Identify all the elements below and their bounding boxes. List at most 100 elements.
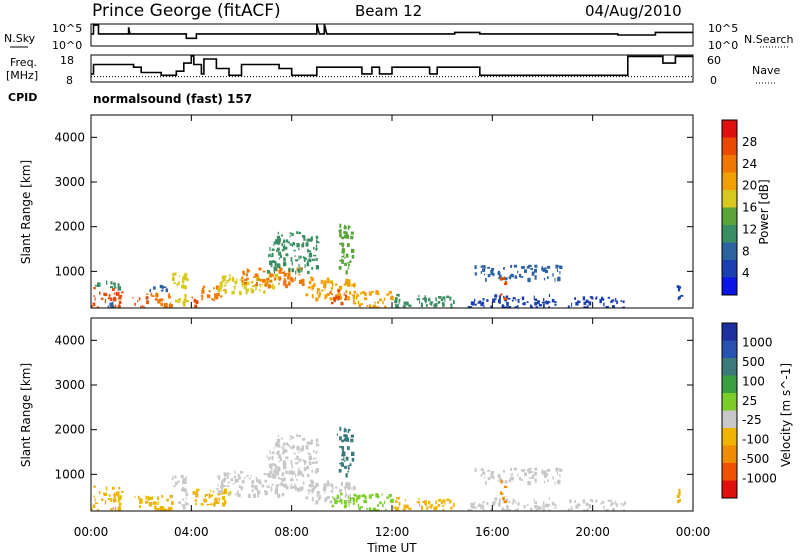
- data-cell: [259, 278, 261, 282]
- data-cell: [483, 265, 486, 270]
- data-cell: [294, 483, 296, 487]
- data-cell: [261, 484, 265, 488]
- data-cell: [291, 471, 295, 476]
- data-cell: [280, 482, 283, 486]
- data-cell: [339, 287, 342, 291]
- data-cell: [244, 278, 248, 281]
- data-cell: [510, 467, 513, 471]
- data-cell: [449, 296, 452, 300]
- data-cell: [185, 300, 189, 303]
- data-cell: [274, 273, 278, 278]
- data-cell: [368, 291, 372, 296]
- data-cell: [287, 241, 290, 244]
- data-cell: [184, 276, 188, 281]
- data-cell: [510, 274, 513, 277]
- data-cell: [264, 491, 268, 496]
- data-cell: [227, 472, 229, 476]
- data-cell: [298, 255, 300, 260]
- data-cell: [248, 270, 251, 272]
- data-cell: [347, 282, 351, 287]
- data-cell: [588, 504, 592, 509]
- data-cell: [270, 255, 273, 258]
- data-cell: [241, 281, 245, 286]
- data-cell: [262, 270, 266, 273]
- data-cell: [315, 247, 318, 250]
- data-cell: [254, 485, 258, 490]
- data-cell: [467, 508, 470, 511]
- data-block: [676, 488, 681, 504]
- data-cell: [107, 498, 110, 501]
- data-cell: [574, 297, 576, 300]
- data-cell: [356, 498, 358, 503]
- data-cell: [195, 493, 199, 498]
- data-cell: [182, 504, 186, 507]
- data-cell: [269, 465, 271, 468]
- data-cell: [101, 297, 104, 300]
- data-cell: [312, 285, 315, 288]
- data-cell: [494, 501, 497, 504]
- data-cell: [217, 292, 220, 297]
- data-cell: [541, 301, 546, 304]
- data-cell: [241, 284, 243, 288]
- data-cell: [315, 484, 317, 488]
- data-cell: [217, 475, 219, 478]
- data-cell: [324, 500, 327, 503]
- data-cell: [300, 486, 304, 491]
- data-cell: [145, 500, 148, 504]
- data-cell: [231, 290, 235, 295]
- data-block: [171, 272, 189, 307]
- data-cell: [582, 296, 586, 301]
- data-cell: [484, 476, 486, 479]
- data-cell: [113, 507, 115, 510]
- data-cell: [311, 267, 314, 270]
- data-cell: [292, 242, 295, 246]
- data-cell: [106, 486, 108, 491]
- time-axis-ticks: 00:00 04:00 08:00 12:00 16:00 20:00 00:00: [74, 115, 710, 539]
- data-cell: [175, 481, 178, 486]
- data-cell: [347, 262, 350, 264]
- noise-panel: 10^5 10^0 10^5 10^0: [52, 22, 738, 52]
- data-block: [567, 296, 626, 308]
- cpid-label: CPID: [8, 91, 37, 104]
- data-cell: [350, 434, 354, 438]
- data-cell: [277, 434, 279, 438]
- data-cell: [497, 272, 501, 275]
- data-cell: [343, 504, 347, 509]
- data-block: [192, 488, 232, 507]
- colorbar-tick-label: 16: [742, 201, 757, 215]
- data-cell: [334, 283, 338, 286]
- data-cell: [534, 275, 537, 280]
- data-cell: [224, 488, 227, 492]
- data-cell: [214, 293, 217, 296]
- data-cell: [313, 254, 317, 257]
- data-cell: [519, 273, 522, 278]
- data-cell: [287, 272, 291, 277]
- data-cell: [339, 296, 342, 300]
- data-cell: [224, 499, 227, 504]
- data-cell: [622, 503, 625, 507]
- data-cell: [375, 290, 379, 295]
- data-cell: [351, 497, 354, 500]
- data-cell: [542, 506, 545, 511]
- data-block: [241, 267, 305, 289]
- data-cell: [511, 299, 514, 302]
- data-block: [216, 470, 305, 499]
- data-cell: [353, 493, 357, 497]
- data-cell: [209, 489, 212, 492]
- data-cell: [271, 455, 274, 460]
- data-cell: [336, 433, 339, 436]
- data-cell: [344, 298, 348, 301]
- data-cell: [534, 501, 538, 504]
- data-cell: [504, 480, 508, 484]
- data-cell: [603, 505, 605, 510]
- data-cell: [117, 499, 120, 503]
- data-cell: [224, 275, 227, 278]
- data-cell: [182, 303, 186, 307]
- data-cell: [418, 294, 420, 298]
- data-cell: [330, 280, 333, 284]
- data-cell: [278, 276, 282, 281]
- data-block: [94, 280, 122, 291]
- data-cell: [340, 499, 343, 503]
- data-cell: [178, 298, 182, 302]
- data-cell: [271, 473, 276, 479]
